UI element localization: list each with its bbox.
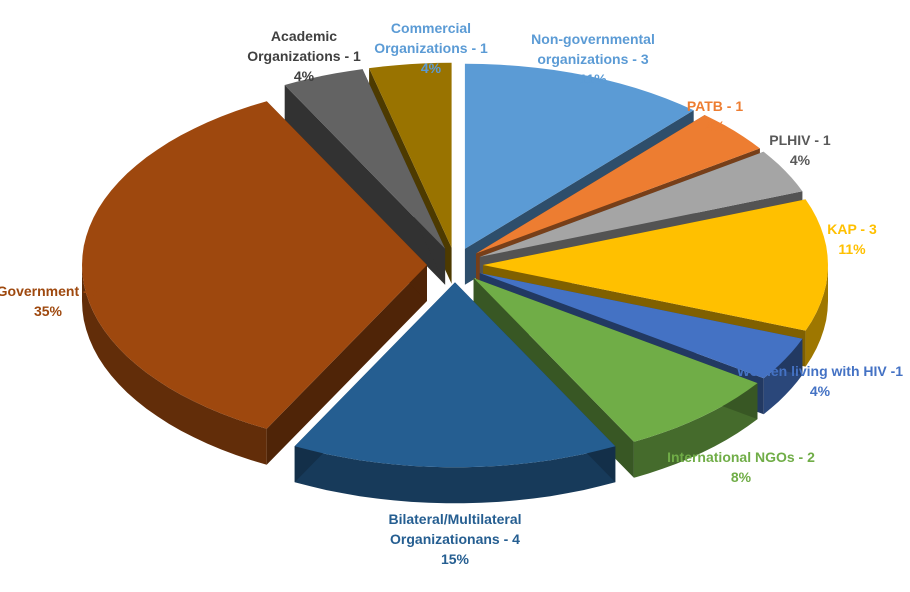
slice-label-8: Academic Organizations - 1 4% <box>247 28 361 84</box>
slice-label-6: Bilateral/Multilateral Organizationans - … <box>388 511 521 567</box>
slice-label-4-line-0: Women living with HIV -1 <box>737 363 903 379</box>
slice-label-5: International NGOs - 2 8% <box>667 449 815 485</box>
pie-slice-7-top <box>82 101 427 429</box>
slice-label-0: Non-governmental organizations - 3 11% <box>531 31 655 87</box>
pie-slice-7 <box>82 101 427 465</box>
slice-label-1-line-0: PATB - 1 <box>687 98 743 114</box>
pie-slice-1-top <box>476 115 760 254</box>
slice-label-0-line-0: Non-governmental <box>531 31 655 47</box>
pie-slice-2-top <box>479 151 803 257</box>
slice-label-9-percent: 4% <box>421 60 442 76</box>
slice-label-8-percent: 4% <box>294 68 315 84</box>
pie-slice-7-outer-wall <box>82 265 267 465</box>
slice-label-3-line-0: KAP - 3 <box>827 221 877 237</box>
slice-label-7-percent: 35% <box>34 303 63 319</box>
slice-label-0-line-1: organizations - 3 <box>537 51 648 67</box>
pie-slice-8-side-0 <box>284 85 446 285</box>
slice-label-6-line-1: Organizationans - 4 <box>390 531 520 547</box>
slice-label-4-percent: 4% <box>810 383 831 399</box>
slice-label-3-percent: 11% <box>838 241 866 257</box>
slice-label-6-line-0: Bilateral/Multilateral <box>388 511 521 527</box>
pie-slice-4-top <box>479 273 803 379</box>
slice-label-4: Women living with HIV -1 4% <box>737 363 903 399</box>
slice-label-5-line-0: International NGOs - 2 <box>667 449 815 465</box>
pie-slice-6-outer-wall <box>294 446 616 504</box>
pie-slice-9-top <box>369 62 452 248</box>
pie-slices <box>82 62 828 504</box>
pie-slice-6 <box>294 282 616 504</box>
slice-label-0-percent: 11% <box>579 71 607 87</box>
slice-label-3: KAP - 3 11% <box>827 221 877 257</box>
pie-slice-6-top <box>294 282 616 468</box>
slice-label-2: PLHIV - 1 4% <box>769 132 831 168</box>
pie-slice-5-top <box>473 278 758 442</box>
slice-label-1: PATB - 1 4% <box>687 98 743 134</box>
slice-label-2-line-0: PLHIV - 1 <box>769 132 831 148</box>
slice-label-7: Government - 9 35% <box>0 283 100 319</box>
slice-label-2-percent: 4% <box>790 152 811 168</box>
pie-slice-8-top <box>284 69 446 249</box>
pie-slice-0-top <box>464 63 694 249</box>
slice-label-6-percent: 15% <box>441 551 470 567</box>
slice-label-9: Commercial Organizations - 1 4% <box>374 20 488 76</box>
slice-label-8-line-0: Academic <box>271 28 337 44</box>
slice-label-7-line-0: Government - 9 <box>0 283 100 299</box>
pie-slice-3-top <box>483 199 828 331</box>
pie-labels: Non-governmental organizations - 3 11% PATB… <box>0 20 903 567</box>
slice-label-5-percent: 8% <box>731 469 752 485</box>
slice-label-8-line-1: Organizations - 1 <box>247 48 361 64</box>
slice-label-9-line-0: Commercial <box>391 20 471 36</box>
pie-slice-3-outer-wall <box>805 265 828 367</box>
pie-slice-8 <box>284 69 446 285</box>
slice-label-9-line-1: Organizations - 1 <box>374 40 488 56</box>
slice-label-1-percent: 4% <box>705 118 726 134</box>
pie-slice-7-side-0 <box>266 265 427 465</box>
